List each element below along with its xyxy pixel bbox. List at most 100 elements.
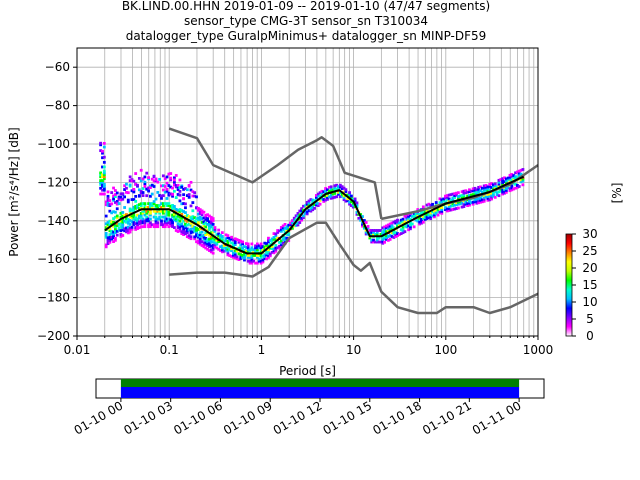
heatmap-cell xyxy=(427,214,431,218)
heatmap-cell xyxy=(370,231,374,234)
heatmap-cell xyxy=(204,215,208,219)
heatmap-cell xyxy=(141,187,145,190)
heatmap-cell xyxy=(361,215,364,218)
heatmap-cell xyxy=(512,174,516,177)
heatmap-cell xyxy=(154,209,158,213)
heatmap-cell xyxy=(283,226,287,230)
heatmap-cell xyxy=(462,195,466,199)
heatmap-cell xyxy=(196,239,200,243)
heatmap-cell xyxy=(224,246,228,250)
heatmap-cell xyxy=(178,229,182,233)
heatmap-cell xyxy=(370,229,374,232)
heatmap-cell xyxy=(215,242,219,246)
heatmap-cell xyxy=(438,207,442,210)
heatmap-cell xyxy=(191,190,195,194)
heatmap-cell xyxy=(268,239,272,242)
heatmap-cell xyxy=(479,198,482,202)
heatmap-cell xyxy=(268,252,272,256)
heatmap-cell xyxy=(401,219,405,223)
heatmap-cell xyxy=(165,221,169,225)
heatmap-cell xyxy=(172,181,176,184)
heatmap-cell xyxy=(154,211,158,215)
heatmap-cell xyxy=(490,197,493,201)
heatmap-cell xyxy=(388,224,392,228)
heatmap-cell xyxy=(351,203,355,207)
heatmap-cell xyxy=(125,228,128,232)
heatmap-cell xyxy=(189,231,193,235)
heatmap-cell xyxy=(392,230,396,234)
heatmap-cell xyxy=(193,225,197,229)
heatmap-cell xyxy=(202,210,206,214)
heatmap-cell xyxy=(279,227,283,231)
heatmap-cell xyxy=(399,218,403,222)
heatmap-cell xyxy=(381,236,385,239)
heatmap-cell xyxy=(206,232,209,236)
heatmap-cell xyxy=(161,194,165,198)
heatmap-cell xyxy=(497,194,501,198)
heatmap-cell xyxy=(99,192,103,196)
heatmap-cell xyxy=(504,179,508,183)
heatmap-cell xyxy=(106,190,110,194)
heatmap-cell xyxy=(193,220,197,223)
heatmap-cell xyxy=(510,178,514,182)
heatmap-cell xyxy=(438,201,442,205)
heatmap-cell xyxy=(193,229,197,233)
heatmap-cell xyxy=(163,219,167,223)
heatmap-cell xyxy=(322,200,326,203)
heatmap-cell xyxy=(497,180,501,184)
heatmap-cell xyxy=(189,216,193,219)
heatmap-cell xyxy=(102,155,106,159)
heatmap-cell xyxy=(121,197,125,201)
heatmap-cell xyxy=(126,229,130,233)
heatmap-cell xyxy=(486,195,490,198)
heatmap-cell xyxy=(267,236,270,240)
heatmap-cell xyxy=(438,210,442,214)
heatmap-cell xyxy=(101,165,104,169)
heatmap-cell xyxy=(184,230,187,234)
heatmap-cell xyxy=(213,237,217,241)
x-tick-label: 0.01 xyxy=(64,343,91,357)
heatmap-cell xyxy=(167,184,171,187)
heatmap-cell xyxy=(143,206,147,209)
heatmap-cell xyxy=(274,244,278,247)
heatmap-cell xyxy=(397,221,401,225)
heatmap-cell xyxy=(145,217,149,221)
heatmap-cell xyxy=(303,210,307,213)
x-axis-label: Period [s] xyxy=(279,364,336,378)
heatmap-cell xyxy=(119,211,123,215)
heatmap-cell xyxy=(125,190,128,194)
heatmap-cell xyxy=(112,230,115,234)
heatmap-cell xyxy=(466,190,469,194)
heatmap-cell xyxy=(508,177,512,181)
heatmap-cell xyxy=(246,246,250,250)
heatmap-cell xyxy=(486,196,490,200)
heatmap-cell xyxy=(414,218,418,222)
heatmap-cell xyxy=(329,189,333,193)
x-tick-label: 10 xyxy=(346,343,361,357)
heatmap-cell xyxy=(355,212,359,216)
heatmap-cell xyxy=(112,236,115,240)
heatmap-cell xyxy=(143,225,147,229)
heatmap-cell xyxy=(136,217,139,221)
heatmap-cell xyxy=(241,240,245,244)
heatmap-cell xyxy=(200,217,204,220)
heatmap-cell xyxy=(263,253,267,257)
heatmap-cell xyxy=(239,255,243,258)
heatmap-cell xyxy=(326,197,329,201)
heatmap-cell xyxy=(410,222,414,226)
heatmap-cell xyxy=(276,246,280,250)
heatmap-cell xyxy=(468,203,471,207)
heatmap-cell xyxy=(191,226,195,230)
heatmap-cell xyxy=(479,200,482,204)
heatmap-cell xyxy=(276,229,280,232)
heatmap-cell xyxy=(373,229,377,232)
heatmap-cell xyxy=(113,236,117,240)
heatmap-cell xyxy=(141,202,145,206)
heatmap-cell xyxy=(209,240,213,244)
heatmap-cell xyxy=(309,207,313,211)
heatmap-cell xyxy=(139,202,143,206)
heatmap-cell xyxy=(270,250,274,254)
heatmap-cell xyxy=(246,254,250,257)
heatmap-cell xyxy=(409,227,412,231)
heatmap-cell xyxy=(473,200,477,204)
